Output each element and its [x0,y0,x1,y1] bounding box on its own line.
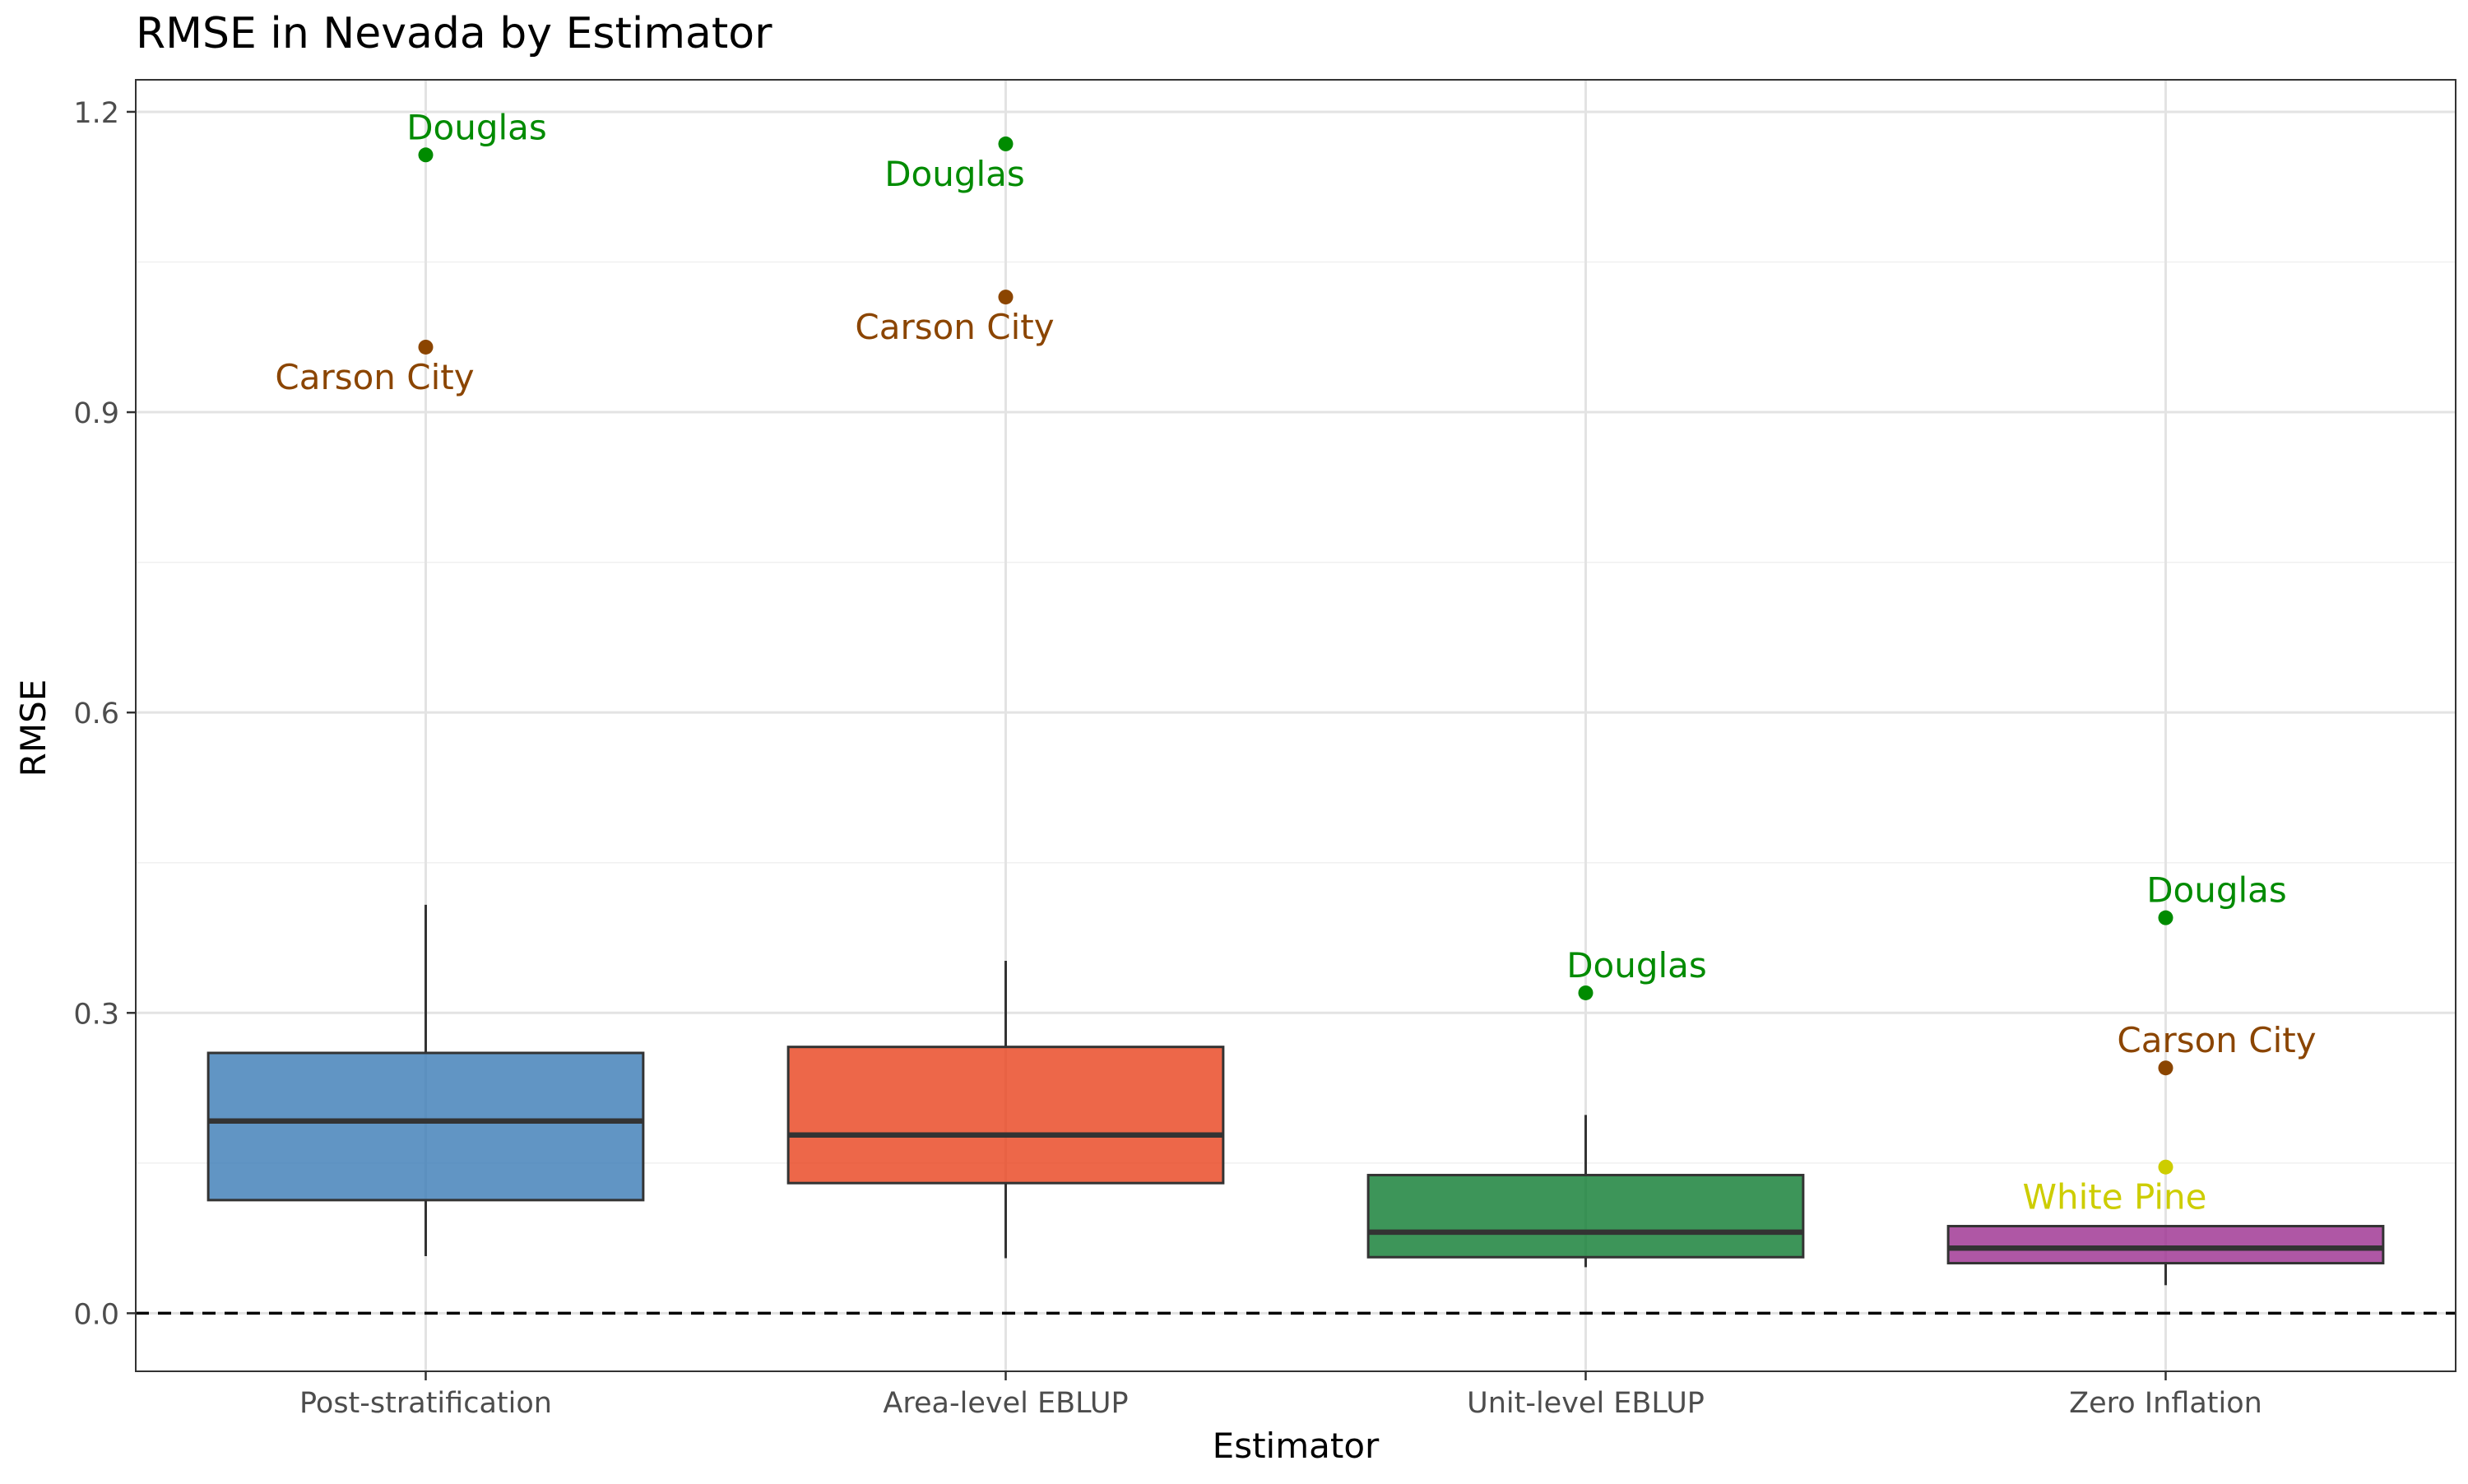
panel-border [135,79,2456,1372]
outlier-label-carson-city-zero-inflation: Carson City [2117,1020,2316,1060]
y-axis-title: RMSE [13,679,53,777]
y-tick-label: 1.2 [73,97,119,130]
outlier-point-douglas-zero-inflation [2158,910,2173,925]
box-area-level-eblup [786,1046,1225,1185]
box-post-stratification [206,1051,645,1202]
outlier-label-carson-city-post-stratification: Carson City [275,357,474,397]
outlier-layer [418,136,2173,1175]
outlier-point-carson-city-zero-inflation [2158,1060,2173,1076]
x-tick-label: Unit-level EBLUP [1467,1387,1705,1420]
axis-layer: 0.0 0.3 0.6 0.9 1.2 Post-stratification Area-l… [73,97,2262,1420]
x-tick-label: Zero Inflation [2069,1387,2262,1420]
outlier-point-carson-city-post-stratification [418,339,434,355]
outlier-label-layer: Douglas Carson City Douglas Carson City Doug… [275,107,2316,1217]
x-tick-label: Area-level EBLUP [883,1387,1128,1420]
outlier-point-douglas-area-level-eblup [998,136,1014,151]
chart-title: RMSE in Nevada by Estimator [136,9,772,58]
box-unit-level-eblup [1366,1173,1805,1259]
outlier-label-carson-city-area-level-eblup: Carson City [855,307,1054,347]
x-tick-label: Post-stratification [299,1387,552,1420]
y-tick-label: 0.9 [73,397,119,430]
y-tick-label: 0.6 [73,698,119,730]
outlier-label-douglas-area-level-eblup: Douglas [884,154,1025,194]
outlier-label-douglas-zero-inflation: Douglas [2146,870,2287,911]
box-zero-inflation [1946,1225,2385,1265]
outlier-point-douglas-post-stratification [418,147,434,163]
y-tick-label: 0.3 [73,998,119,1031]
box-layer [206,904,2385,1286]
outlier-point-white-pine-zero-inflation [2158,1159,2173,1175]
outlier-point-douglas-unit-level-eblup [1578,985,1594,1000]
outlier-point-carson-city-area-level-eblup [998,290,1014,305]
outlier-label-white-pine-zero-inflation: White Pine [2022,1177,2206,1217]
x-axis-title: Estimator [1213,1426,1380,1466]
outlier-label-douglas-post-stratification: Douglas [406,107,547,147]
outlier-label-douglas-unit-level-eblup: Douglas [1566,945,1707,985]
y-tick-label: 0.0 [73,1298,119,1331]
